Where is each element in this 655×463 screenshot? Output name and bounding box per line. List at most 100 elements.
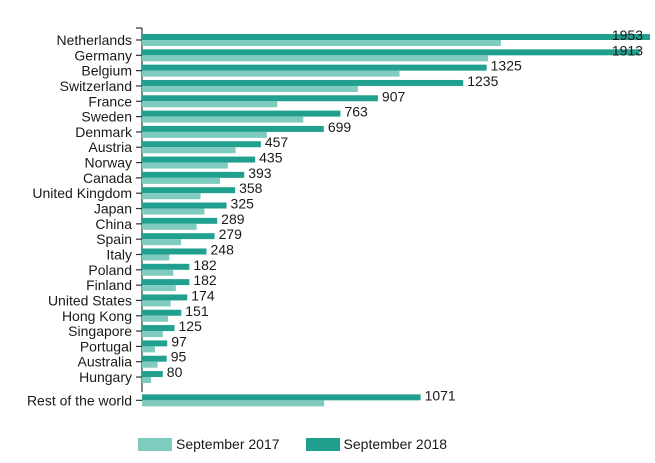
- value-label-france: 907: [382, 88, 406, 104]
- category-label-netherlands: Netherlands: [57, 32, 133, 48]
- value-label-japan: 325: [231, 196, 255, 212]
- category-label-hong-kong: Hong Kong: [62, 308, 132, 324]
- bar-2017-united-states: [142, 300, 171, 307]
- category-label-france: France: [88, 93, 132, 109]
- bar-2017-austria: [142, 147, 236, 154]
- bar-2017-italy: [142, 254, 170, 261]
- value-label-austria: 457: [265, 134, 289, 150]
- value-label-sweden: 763: [344, 104, 368, 120]
- legend: September 2017 September 2018: [138, 436, 447, 452]
- category-label-canada: Canada: [83, 170, 132, 186]
- legend-swatch-2018: [305, 437, 340, 451]
- category-label-norway: Norway: [85, 155, 132, 171]
- category-label-switzerland: Switzerland: [60, 78, 132, 94]
- category-label-singapore: Singapore: [68, 323, 132, 339]
- bar-2017-belgium: [142, 70, 400, 77]
- bar-2018-portugal: [142, 340, 168, 347]
- bar-2017-france: [142, 101, 278, 108]
- value-label-norway: 435: [259, 150, 283, 166]
- bar-2018-france: [142, 95, 378, 102]
- legend-label-2018: September 2018: [343, 436, 448, 452]
- bar-2018-japan: [142, 202, 227, 209]
- bar-2018-sweden: [142, 110, 341, 117]
- value-label-hungary: 80: [167, 364, 183, 380]
- bar-2017-norway: [142, 162, 228, 169]
- bar-2018-singapore: [142, 325, 175, 332]
- value-label-finland: 182: [193, 272, 217, 288]
- bar-chart: Netherlands 1953 Germany 1913 Belgium 1325 Swi…: [27, 27, 650, 408]
- bar-2017-hong-kong: [142, 315, 169, 322]
- bar-2018-china: [142, 217, 218, 224]
- value-label-belgium: 1325: [491, 58, 522, 74]
- bar-2017-singapore: [142, 331, 163, 338]
- bar-2017-portugal: [142, 346, 156, 353]
- value-label-italy: 248: [211, 241, 235, 257]
- value-label-united-states: 174: [191, 287, 215, 303]
- category-label-japan: Japan: [94, 201, 132, 217]
- category-label-finland: Finland: [86, 277, 132, 293]
- category-label-united-kingdom: United Kingdom: [32, 185, 132, 201]
- bar-2017-rest-of-the-world: [142, 400, 325, 407]
- value-label-china: 289: [221, 211, 245, 227]
- value-label-spain: 279: [219, 226, 243, 242]
- bar-2017-spain: [142, 239, 182, 246]
- category-label-rest-of-the-world: Rest of the world: [27, 392, 132, 408]
- bar-2018-germany: [142, 49, 640, 56]
- category-label-austria: Austria: [88, 139, 132, 155]
- bar-2018-australia: [142, 355, 167, 362]
- category-label-china: China: [95, 216, 132, 232]
- category-label-hungary: Hungary: [79, 369, 132, 385]
- category-label-denmark: Denmark: [75, 124, 133, 140]
- value-label-poland: 182: [193, 257, 217, 273]
- bar-2018-finland: [142, 279, 190, 286]
- bar-2017-hungary: [142, 377, 152, 384]
- bar-2018-italy: [142, 248, 207, 255]
- value-label-rest-of-the-world: 1071: [425, 387, 456, 403]
- bar-2017-united-kingdom: [142, 193, 201, 200]
- bar-2017-canada: [142, 177, 221, 184]
- bar-2018-hungary: [142, 371, 163, 378]
- value-label-australia: 95: [171, 349, 187, 365]
- bar-2018-switzerland: [142, 79, 464, 86]
- category-label-portugal: Portugal: [80, 338, 132, 354]
- value-label-united-kingdom: 358: [239, 180, 263, 196]
- bar-2017-denmark: [142, 131, 267, 138]
- bar-2017-switzerland: [142, 85, 358, 92]
- bar-2017-germany: [142, 55, 488, 62]
- value-label-portugal: 97: [171, 333, 187, 349]
- value-label-denmark: 699: [328, 119, 352, 135]
- category-label-germany: Germany: [74, 47, 132, 63]
- legend-swatch-2017: [138, 437, 172, 451]
- bar-2018-united-states: [142, 294, 188, 301]
- category-label-belgium: Belgium: [81, 63, 132, 79]
- category-label-italy: Italy: [106, 246, 132, 262]
- category-label-spain: Spain: [96, 231, 132, 247]
- bar-2018-canada: [142, 171, 245, 178]
- category-label-australia: Australia: [78, 354, 133, 370]
- category-label-poland: Poland: [88, 262, 132, 278]
- value-label-canada: 393: [248, 165, 272, 181]
- bar-2018-spain: [142, 233, 215, 240]
- value-label-netherlands: 1953: [612, 27, 643, 43]
- bar-2017-netherlands: [142, 40, 501, 46]
- value-label-hong-kong: 151: [185, 303, 209, 319]
- bar-2017-china: [142, 223, 197, 230]
- value-label-germany: 1913: [612, 42, 643, 58]
- bar-2017-australia: [142, 361, 158, 368]
- bar-2018-hong-kong: [142, 309, 182, 316]
- value-label-singapore: 125: [179, 318, 203, 334]
- bar-2018-poland: [142, 263, 190, 270]
- value-label-switzerland: 1235: [467, 73, 498, 89]
- legend-item-2017: September 2017: [138, 436, 280, 452]
- category-label-sweden: Sweden: [81, 109, 132, 125]
- bar-2018-norway: [142, 156, 256, 163]
- legend-item-2018: September 2018: [305, 436, 448, 452]
- bar-2017-japan: [142, 208, 205, 215]
- bar-2017-sweden: [142, 116, 304, 123]
- bar-2017-poland: [142, 269, 174, 276]
- bar-2018-netherlands: [142, 34, 650, 40]
- category-label-united-states: United States: [48, 292, 132, 308]
- bar-2018-austria: [142, 141, 261, 148]
- bar-2018-denmark: [142, 125, 324, 132]
- bar-2018-belgium: [142, 64, 487, 71]
